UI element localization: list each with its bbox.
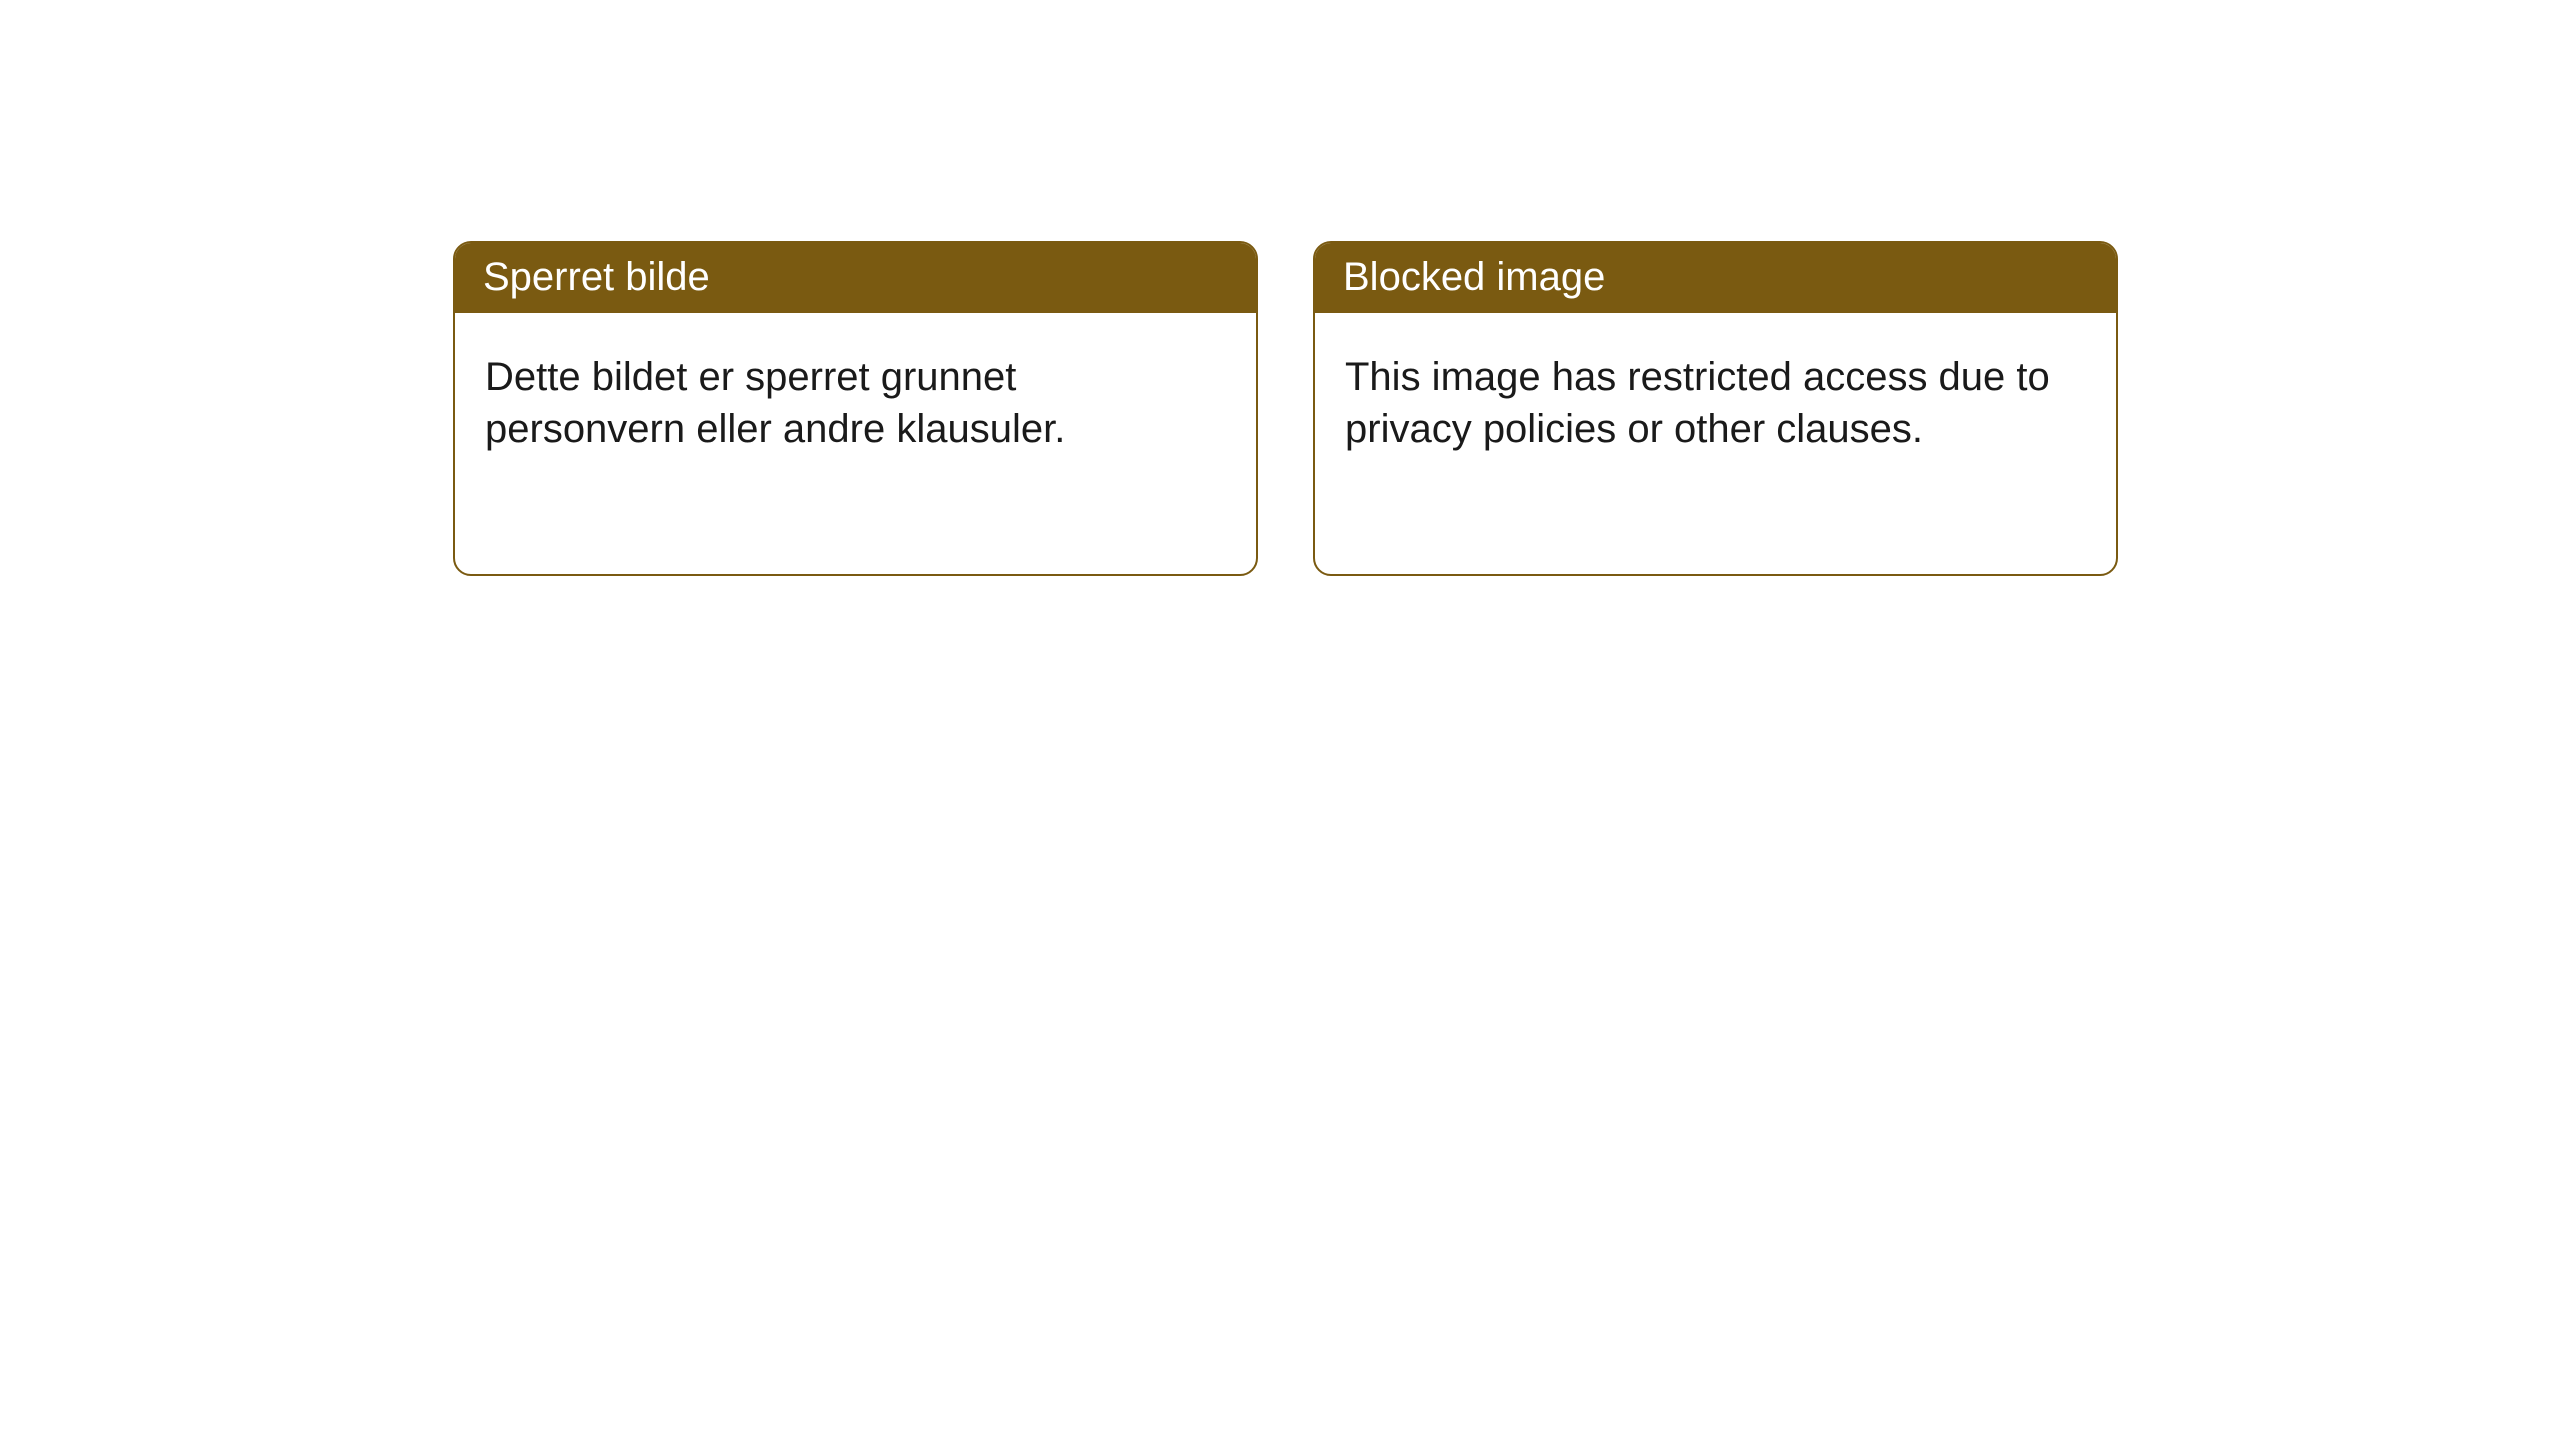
blocked-image-card-no: Sperret bilde Dette bildet er sperret gr… xyxy=(453,241,1258,576)
card-body-text: Dette bildet er sperret grunnet personve… xyxy=(485,355,1065,451)
notice-container: Sperret bilde Dette bildet er sperret gr… xyxy=(453,241,2118,576)
blocked-image-card-en: Blocked image This image has restricted … xyxy=(1313,241,2118,576)
card-body: Dette bildet er sperret grunnet personve… xyxy=(455,313,1256,493)
card-header: Sperret bilde xyxy=(455,243,1256,313)
card-title: Sperret bilde xyxy=(483,255,710,299)
card-header: Blocked image xyxy=(1315,243,2116,313)
card-body-text: This image has restricted access due to … xyxy=(1345,355,2050,451)
card-title: Blocked image xyxy=(1343,255,1605,299)
card-body: This image has restricted access due to … xyxy=(1315,313,2116,493)
